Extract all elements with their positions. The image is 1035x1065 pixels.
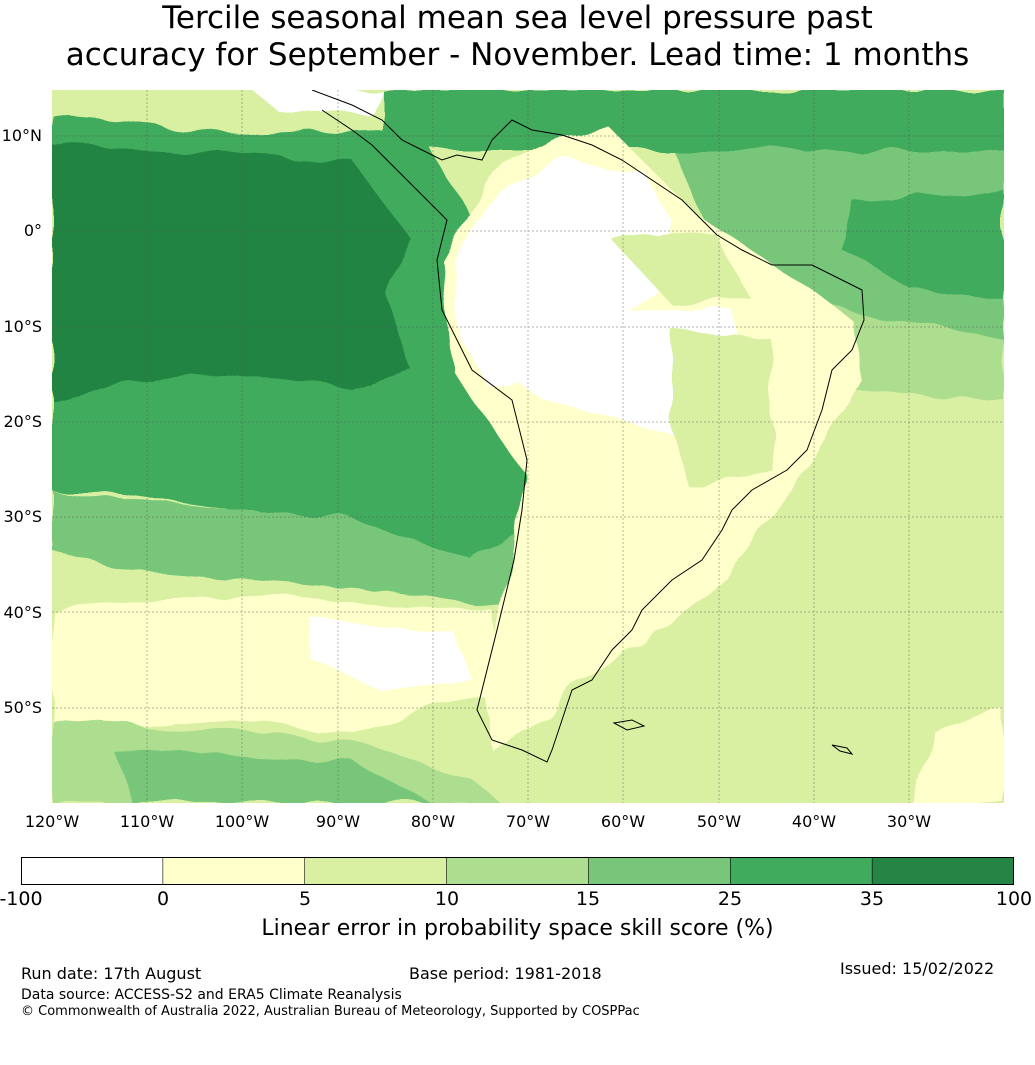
colorbar-segment (446, 857, 590, 885)
data-source: Data source: ACCESS-S2 and ERA5 Climate … (21, 987, 402, 1003)
central-pale (522, 500, 612, 650)
colorbar-segment (162, 857, 306, 885)
lat-label-30s: 30°S (3, 507, 42, 526)
gridlines (52, 90, 1004, 803)
south-atlantic-5 (572, 390, 1004, 803)
colorbar-tick-label: 5 (298, 888, 312, 910)
coastline (311, 90, 865, 763)
title-line-1: Tercile seasonal mean sea level pressure… (162, 0, 873, 36)
colorbar-segment (871, 857, 1014, 885)
colorbar-tick-label: 0 (156, 888, 170, 910)
title-line-2: accuracy for September - November. Lead … (65, 37, 970, 73)
colorbar-tick-label: 35 (859, 888, 885, 910)
colorbar (21, 857, 1014, 885)
colorbar-outline (21, 857, 1014, 885)
pacific-15 (52, 490, 522, 610)
issued-date: Issued: 15/02/2022 (840, 959, 995, 978)
south-pacific-white (312, 620, 472, 690)
colorbar-tick-label: 10 (434, 888, 460, 910)
colorbar-tick-label: 100 (995, 888, 1033, 910)
lon-label-30w: 30°W (886, 812, 932, 831)
guiana-pale (612, 230, 752, 305)
run-date: Run date: 17th August (21, 964, 202, 983)
lat-label-10n: 10°N (1, 126, 42, 145)
lon-label-70w: 70°W (505, 812, 551, 831)
lat-label-20s: 20°S (3, 412, 42, 431)
base-period: Base period: 1981-2018 (409, 964, 602, 983)
brazil-pale (672, 330, 772, 490)
lat-label-40s: 40°S (3, 603, 42, 622)
colorbar-tick-label: -100 (0, 888, 43, 910)
colorbar-segment (21, 857, 164, 885)
lon-label-80w: 80°W (410, 812, 456, 831)
colorbar-tick-label: 15 (575, 888, 601, 910)
lon-label-50w: 50°W (696, 812, 742, 831)
lat-label-10s: 10°S (3, 317, 42, 336)
lon-label-100w: 100°W (214, 812, 270, 831)
lon-label-110w: 110°W (119, 812, 175, 831)
lon-label-120w: 120°W (24, 812, 80, 831)
lon-label-60w: 60°W (600, 812, 646, 831)
lon-label-40w: 40°W (791, 812, 837, 831)
chart-title: Tercile seasonal mean sea level pressure… (0, 0, 1035, 74)
lon-label-90w: 90°W (315, 812, 361, 831)
colorbar-segment (304, 857, 448, 885)
skill-field (52, 90, 1004, 803)
colorbar-label: Linear error in probability space skill … (261, 916, 774, 941)
skill-score-map (52, 90, 1004, 803)
nw-white (252, 90, 382, 115)
lat-label-0: 0° (23, 221, 42, 240)
south-georgia (831, 744, 854, 755)
pacific-35 (52, 145, 412, 400)
copyright: © Commonwealth of Australia 2022, Austra… (21, 1004, 640, 1019)
colorbar-segment (729, 857, 873, 885)
falkland-islands (612, 719, 646, 731)
atlantic-25 (842, 190, 1004, 300)
colorbar-segment (588, 857, 732, 885)
sa-pale (912, 710, 1004, 803)
southern-ocean-15 (112, 750, 432, 803)
lat-label-50s: 50°S (3, 698, 42, 717)
colorbar-tick-label: 25 (717, 888, 743, 910)
